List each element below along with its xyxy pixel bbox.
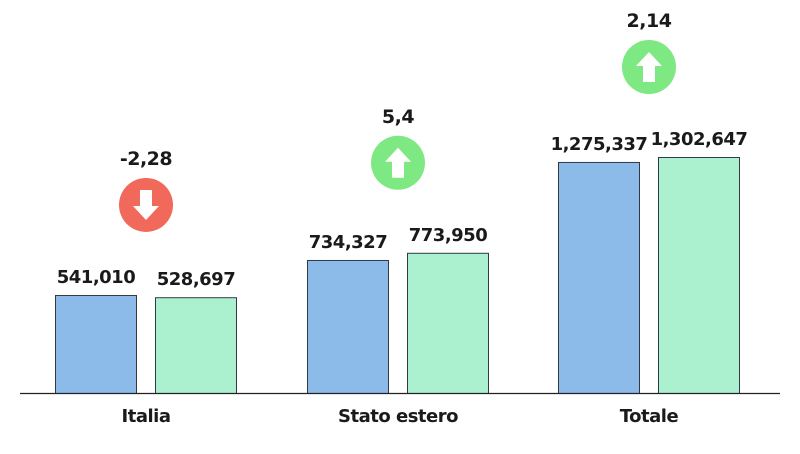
change-value-label: 2,14 xyxy=(627,10,672,32)
bar-totale-series-b xyxy=(658,157,740,394)
change-value-label: 5,4 xyxy=(382,106,414,128)
arrow-up-icon xyxy=(371,135,425,190)
category-label: Totale xyxy=(620,406,679,427)
labels-layer: 541,010 528,697 Italia 734,327 773,950 Stato … xyxy=(57,129,748,427)
category-label: Italia xyxy=(122,406,171,427)
bar-value-label: 773,950 xyxy=(409,225,487,246)
change-value-label: -2,28 xyxy=(120,148,173,170)
bars-layer xyxy=(55,157,740,394)
bar-stato-estero-series-b xyxy=(407,252,489,394)
bar-stato-estero-series-a xyxy=(307,259,389,394)
bar-value-label: 1,302,647 xyxy=(651,129,748,150)
arrow-up-icon xyxy=(622,40,676,94)
category-label: Stato estero xyxy=(338,406,458,427)
bar-value-label: 528,697 xyxy=(157,269,235,290)
bar-value-label: 541,010 xyxy=(57,267,135,288)
change-badges-layer: -2,28 5,4 2,14 xyxy=(119,10,676,232)
bar-italia-series-b xyxy=(155,297,237,394)
bar-value-label: 1,275,337 xyxy=(551,134,648,155)
bar-italia-series-a xyxy=(55,294,137,394)
bar-totale-series-a xyxy=(558,161,640,394)
bar-value-label: 734,327 xyxy=(309,232,387,253)
arrow-down-icon xyxy=(119,177,173,232)
